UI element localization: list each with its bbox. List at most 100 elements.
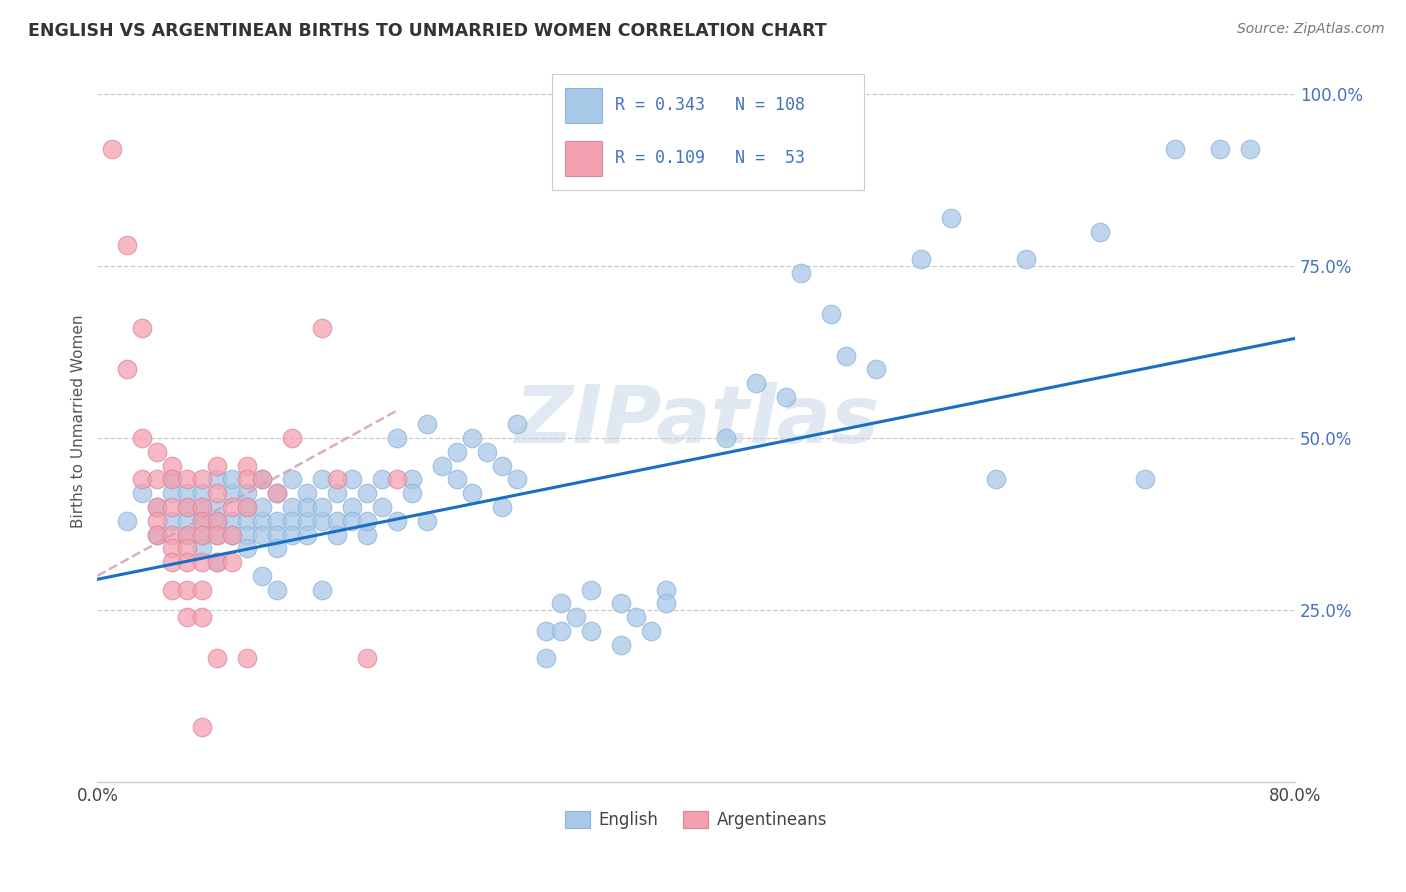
Point	[536, 651, 558, 665]
Point	[326, 514, 349, 528]
Point	[266, 541, 288, 556]
Point	[131, 473, 153, 487]
Point	[385, 514, 408, 528]
Point	[266, 527, 288, 541]
Point	[205, 473, 228, 487]
Point	[311, 473, 333, 487]
Point	[160, 458, 183, 473]
Point	[655, 596, 678, 610]
Point	[176, 555, 198, 569]
Point	[146, 445, 169, 459]
Point	[176, 527, 198, 541]
Point	[356, 651, 378, 665]
Point	[221, 486, 243, 500]
Point	[356, 527, 378, 541]
Point	[415, 514, 437, 528]
Point	[160, 582, 183, 597]
Point	[371, 500, 394, 514]
Point	[221, 555, 243, 569]
Point	[250, 473, 273, 487]
Point	[205, 514, 228, 528]
Point	[236, 500, 259, 514]
Point	[191, 500, 214, 514]
Point	[491, 500, 513, 514]
Point	[160, 500, 183, 514]
Point	[505, 417, 527, 432]
Point	[295, 514, 318, 528]
Point	[1164, 142, 1187, 156]
Point	[820, 307, 842, 321]
Point	[191, 486, 214, 500]
Point	[236, 651, 259, 665]
Point	[221, 500, 243, 514]
Point	[984, 473, 1007, 487]
Point	[295, 500, 318, 514]
Point	[401, 486, 423, 500]
Point	[221, 473, 243, 487]
Point	[281, 514, 304, 528]
Point	[236, 473, 259, 487]
Point	[176, 610, 198, 624]
Point	[176, 582, 198, 597]
Point	[250, 527, 273, 541]
Point	[146, 500, 169, 514]
Point	[340, 500, 363, 514]
Point	[460, 486, 482, 500]
Point	[295, 486, 318, 500]
Point	[581, 624, 603, 638]
Point	[221, 527, 243, 541]
Point	[835, 349, 858, 363]
Point	[236, 514, 259, 528]
Point	[205, 500, 228, 514]
Point	[205, 555, 228, 569]
Point	[191, 555, 214, 569]
Point	[430, 458, 453, 473]
Point	[176, 500, 198, 514]
Point	[146, 527, 169, 541]
Point	[191, 514, 214, 528]
Point	[281, 527, 304, 541]
Point	[205, 527, 228, 541]
Point	[266, 514, 288, 528]
Point	[117, 514, 139, 528]
Point	[191, 527, 214, 541]
Text: ENGLISH VS ARGENTINEAN BIRTHS TO UNMARRIED WOMEN CORRELATION CHART: ENGLISH VS ARGENTINEAN BIRTHS TO UNMARRI…	[28, 22, 827, 40]
Point	[610, 638, 633, 652]
Point	[655, 582, 678, 597]
Point	[176, 527, 198, 541]
Point	[340, 514, 363, 528]
Point	[626, 610, 648, 624]
Point	[191, 541, 214, 556]
Point	[236, 486, 259, 500]
Point	[939, 211, 962, 225]
Point	[356, 514, 378, 528]
Point	[146, 500, 169, 514]
Point	[491, 458, 513, 473]
Point	[191, 527, 214, 541]
Point	[160, 514, 183, 528]
Point	[385, 473, 408, 487]
Point	[356, 486, 378, 500]
Point	[281, 473, 304, 487]
Point	[610, 596, 633, 610]
Point	[176, 500, 198, 514]
Point	[910, 252, 932, 267]
Point	[1209, 142, 1232, 156]
Text: ZIPatlas: ZIPatlas	[513, 382, 879, 460]
Point	[160, 486, 183, 500]
Point	[460, 431, 482, 445]
Point	[176, 541, 198, 556]
Point	[295, 527, 318, 541]
Point	[581, 582, 603, 597]
Text: Source: ZipAtlas.com: Source: ZipAtlas.com	[1237, 22, 1385, 37]
Point	[401, 473, 423, 487]
Point	[536, 624, 558, 638]
Point	[505, 473, 527, 487]
Point	[117, 238, 139, 252]
Point	[146, 473, 169, 487]
Point	[371, 473, 394, 487]
Point	[266, 486, 288, 500]
Point	[176, 486, 198, 500]
Point	[311, 321, 333, 335]
Point	[281, 500, 304, 514]
